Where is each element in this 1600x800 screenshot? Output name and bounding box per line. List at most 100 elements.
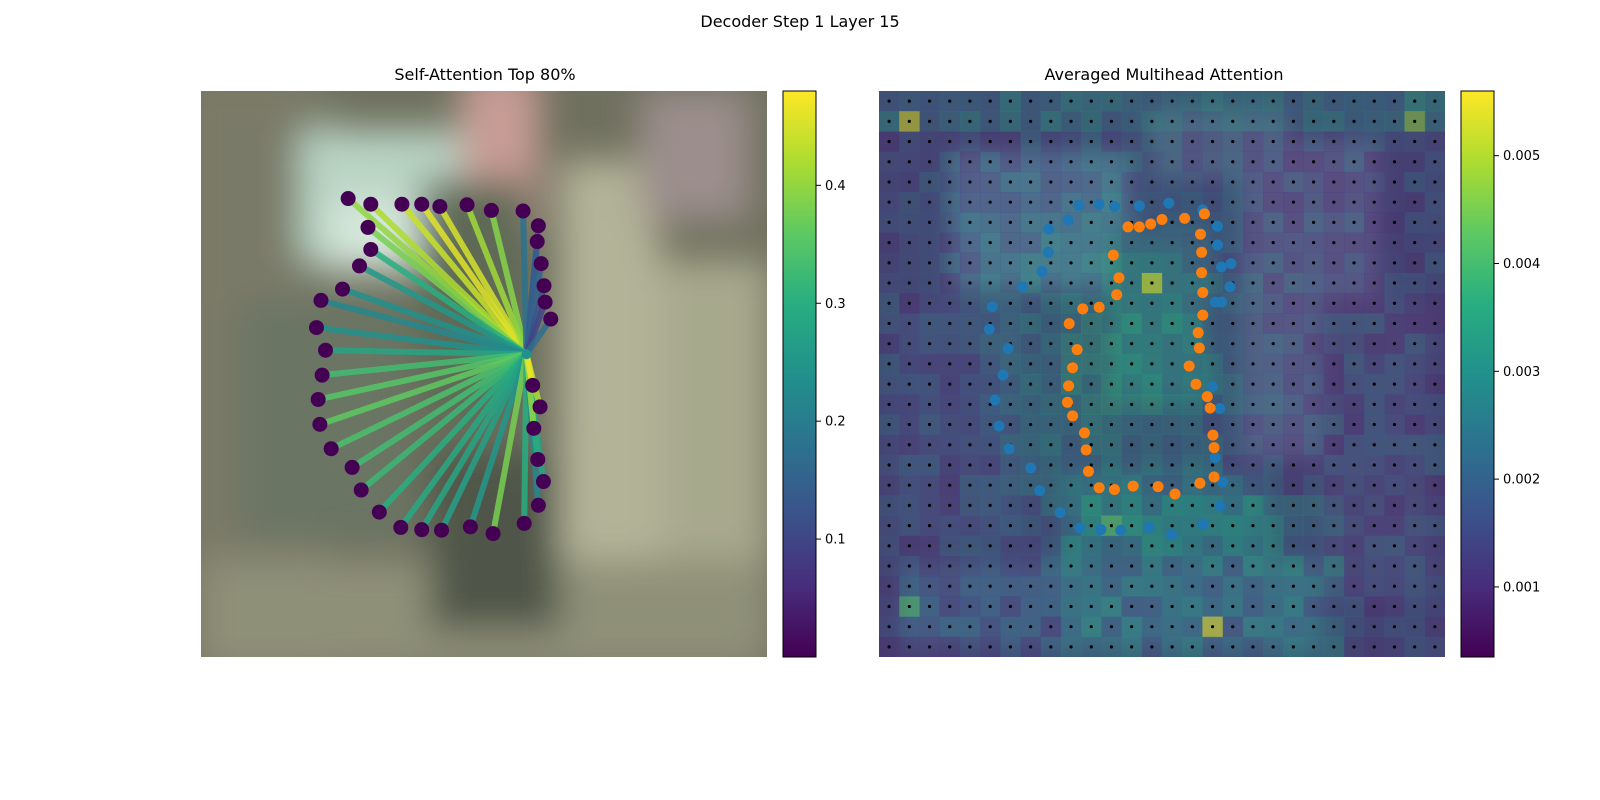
- grid-dot: [1170, 443, 1174, 447]
- grid-dot: [1190, 524, 1194, 528]
- grid-dot: [1069, 645, 1073, 649]
- grid-dot: [887, 200, 891, 204]
- grid-dot: [1413, 463, 1417, 467]
- grid-dot: [1413, 604, 1417, 609]
- grid-dot: [887, 362, 891, 366]
- grid-dot: [1150, 99, 1154, 103]
- grid-dot: [1109, 160, 1114, 164]
- grid-dot: [1413, 362, 1417, 366]
- grid-dot: [907, 584, 911, 588]
- grid-dot: [1392, 422, 1397, 427]
- blue-keypoint: [1043, 223, 1055, 235]
- grid-dot: [1271, 139, 1275, 144]
- blue-keypoint: [1074, 522, 1086, 534]
- grid-dot: [1049, 119, 1053, 123]
- grid-dot: [1170, 180, 1174, 184]
- grid-dot: [988, 422, 992, 427]
- grid-dot: [1089, 463, 1093, 467]
- colorbar-tick-label: 0.1: [825, 533, 846, 548]
- grid-dot: [1049, 645, 1053, 649]
- grid-dot: [1392, 443, 1397, 447]
- grid-dot: [1170, 463, 1174, 467]
- grid-dot: [1109, 443, 1114, 447]
- grid-dot: [1210, 463, 1215, 467]
- grid-dot: [1312, 645, 1316, 649]
- grid-dot: [1008, 544, 1012, 548]
- grid-dot: [1413, 241, 1417, 245]
- grid-dot: [1069, 261, 1073, 265]
- grid-dot: [1069, 119, 1073, 123]
- attention-line: [464, 203, 530, 356]
- grid-dot: [1251, 342, 1255, 346]
- grid-dot: [1271, 321, 1275, 326]
- grid-dot: [1008, 139, 1012, 144]
- grid-dot: [1210, 342, 1215, 346]
- grid-dot: [1291, 503, 1295, 507]
- grid-dot: [887, 402, 891, 406]
- grid-dot: [1170, 99, 1174, 103]
- attention-line: [377, 352, 529, 515]
- keypoint-marker: [318, 342, 334, 358]
- grid-dot: [1392, 139, 1397, 144]
- grid-dot: [1190, 503, 1194, 507]
- grid-dot: [1413, 402, 1417, 406]
- keypoint-marker: [459, 197, 475, 213]
- grid-dot: [1312, 544, 1316, 548]
- grid-dot: [887, 443, 891, 447]
- grid-dot: [968, 382, 972, 386]
- grid-dot: [1291, 382, 1295, 386]
- grid-dot: [1413, 483, 1417, 487]
- grid-dot: [1130, 584, 1134, 588]
- grid-dot: [1312, 160, 1316, 164]
- grid-dot: [1291, 625, 1295, 629]
- grid-dot: [1251, 524, 1255, 528]
- grid-dot: [1089, 604, 1093, 609]
- grid-dot: [927, 564, 932, 568]
- grid-dot: [927, 362, 932, 366]
- grid-dot: [1109, 119, 1114, 123]
- grid-dot: [1150, 200, 1154, 204]
- grid-dot: [1312, 564, 1316, 568]
- grid-dot: [1029, 241, 1033, 245]
- grid-dot: [1049, 463, 1053, 467]
- orange-keypoint: [1145, 218, 1157, 230]
- grid-dot: [1008, 241, 1012, 245]
- grid-dot: [1210, 200, 1215, 204]
- grid-dot: [1089, 645, 1093, 649]
- grid-dot: [1089, 139, 1093, 144]
- grid-dot: [1089, 301, 1093, 305]
- grid-dot: [1089, 564, 1093, 568]
- grid-dot: [1332, 443, 1336, 447]
- grid-dot: [1413, 625, 1417, 629]
- grid-dot: [1008, 483, 1012, 487]
- grid-dot: [887, 119, 891, 123]
- grid-dot: [1130, 160, 1134, 164]
- grid-dot: [1109, 422, 1114, 427]
- grid-dot: [1008, 524, 1012, 528]
- grid-dot: [1312, 241, 1316, 245]
- grid-dot: [948, 443, 952, 447]
- grid-dot: [907, 402, 911, 406]
- grid-dot: [1271, 301, 1275, 305]
- grid-dot: [1150, 584, 1154, 588]
- grid-dot: [1433, 99, 1437, 103]
- orange-keypoint: [1071, 344, 1083, 356]
- grid-dot: [1392, 180, 1397, 184]
- grid-dot: [1190, 625, 1194, 629]
- grid-dot: [1251, 645, 1255, 649]
- grid-dot: [907, 564, 911, 568]
- grid-dot: [1190, 321, 1194, 326]
- figure-suptitle: Decoder Step 1 Layer 15: [700, 12, 900, 31]
- grid-dot: [907, 362, 911, 366]
- grid-dot: [1049, 544, 1053, 548]
- grid-dot: [927, 139, 932, 144]
- grid-dot: [1291, 483, 1295, 487]
- grid-dot: [1069, 301, 1073, 305]
- grid-dot: [1210, 564, 1215, 568]
- grid-dot: [1231, 342, 1235, 346]
- grid-dot: [1251, 119, 1255, 123]
- grid-dot: [1312, 261, 1316, 265]
- grid-dot: [1392, 362, 1397, 366]
- grid-dot: [927, 604, 932, 609]
- grid-dot: [1190, 402, 1194, 406]
